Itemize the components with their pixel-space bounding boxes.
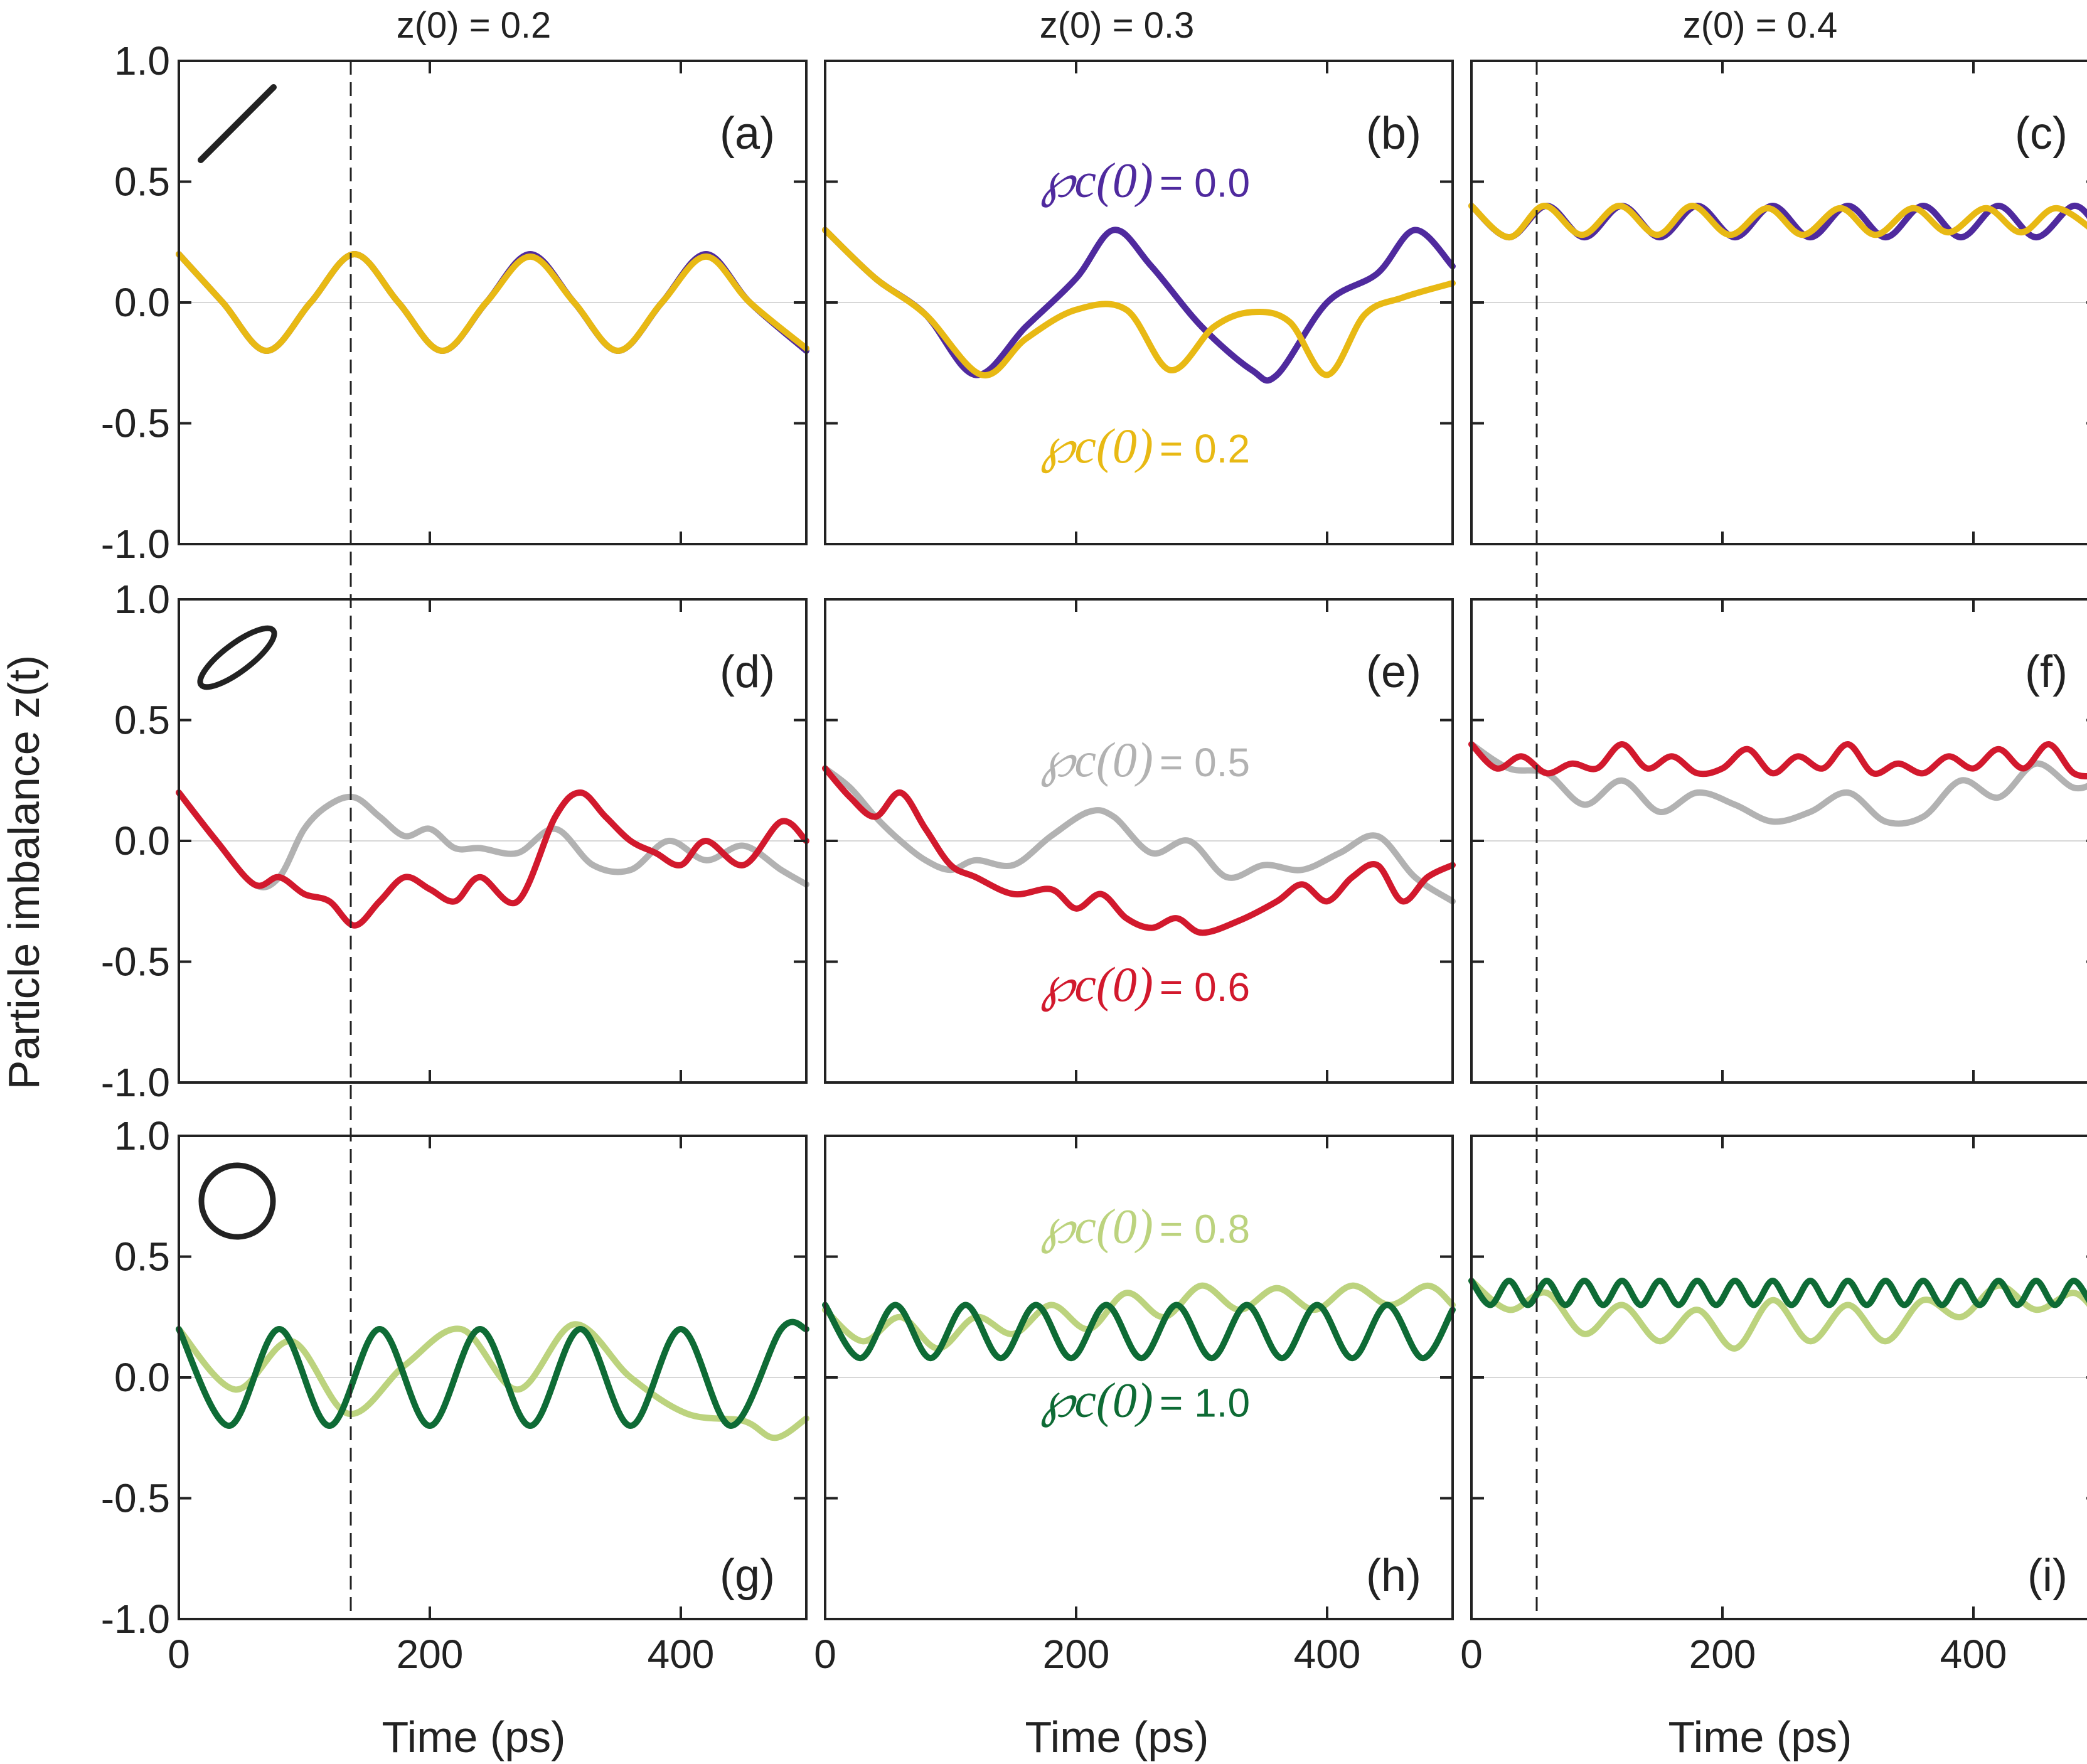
series-annotation: ℘c(0) = 0.6 xyxy=(1040,957,1250,1012)
x-tick-label: 200 xyxy=(397,1632,464,1677)
panel-i: 0 200 400 (i) xyxy=(1460,1135,2087,1677)
panel-e: (e) xyxy=(822,598,1456,1084)
series-annotation: ℘c(0) = 0.8 xyxy=(1040,1199,1250,1254)
panel-c: (c) xyxy=(1468,60,2087,545)
y-tick-label: 0.0 xyxy=(114,280,170,325)
column-title-1: z(0) = 0.2 xyxy=(397,5,552,46)
y-tick-label: 0.5 xyxy=(114,159,170,205)
x-axis-title-1: Time (ps) xyxy=(382,1713,566,1761)
x-tick-label: 400 xyxy=(648,1632,715,1677)
series-line-yellow xyxy=(176,251,809,354)
panel-label: (i) xyxy=(2027,1551,2068,1601)
dashed-guides xyxy=(350,61,1538,1619)
series-annotation: ℘c(0) = 1.0 xyxy=(1040,1373,1250,1428)
series-annotation: ℘c(0) = 0.2 xyxy=(1040,419,1250,474)
y-tick-label: -0.5 xyxy=(101,401,170,446)
series-line-light_green xyxy=(176,1321,809,1441)
y-tick-label: 1.0 xyxy=(114,1113,170,1158)
x-tick-label: 200 xyxy=(1043,1632,1110,1677)
x-tick-label: 0 xyxy=(168,1632,190,1677)
series-line-red xyxy=(176,789,809,929)
y-tick-label: 0.0 xyxy=(114,818,170,863)
x-axis-title-3: Time (ps) xyxy=(1668,1713,1852,1761)
y-tick-label: -1.0 xyxy=(101,1060,170,1105)
panel-label: (g) xyxy=(720,1551,775,1601)
x-tick-label: 400 xyxy=(1294,1632,1361,1677)
series-line-gray xyxy=(822,765,1456,905)
panel-label: (e) xyxy=(1366,647,1421,697)
ellipse-icon xyxy=(197,625,277,690)
series-annotation: ℘c(0) = 0.0 xyxy=(1040,153,1250,208)
panel-g: -1.0 -0.5 0.0 0.5 1.0 0 200 400(g) xyxy=(101,1113,809,1677)
panel-label: (c) xyxy=(2015,109,2068,159)
panel-f: (f) xyxy=(1468,598,2087,1084)
y-tick-label: 0.0 xyxy=(114,1355,170,1400)
panel-label: (b) xyxy=(1366,109,1421,159)
series-line-yellow xyxy=(1468,203,2087,241)
series-line-gray xyxy=(1468,741,2087,827)
y-tick-label: 0.5 xyxy=(114,1234,170,1280)
series-annotations: ℘c(0) = 0.0 ℘c(0) = 0.2 ℘c(0) = 0.5 ℘c(0) = 0.6… xyxy=(1040,153,1250,1428)
panel-label: (d) xyxy=(720,647,775,697)
line-icon xyxy=(198,84,277,163)
y-tick-label: 1.0 xyxy=(114,38,170,83)
panel-d: -1.0 -0.5 0.0 0.5 1.0 (d) xyxy=(101,577,809,1105)
panel-grid: -1.0 -0.5 0.0 0.5 1.0 (a) (b) (c) -1.0 -0.5 0.0 0.5… xyxy=(101,38,2087,1677)
x-tick-label: 200 xyxy=(1689,1632,1756,1677)
panel-label: (h) xyxy=(1366,1551,1421,1601)
series-line-light_green xyxy=(822,1282,1456,1352)
series-line-dark_green xyxy=(1468,1278,2087,1308)
x-axis-title-2: Time (ps) xyxy=(1025,1713,1209,1761)
y-tick-label: 0.5 xyxy=(114,698,170,743)
series-line-purple xyxy=(822,227,1456,384)
series-line-dark_green xyxy=(822,1302,1456,1362)
x-tick-label: 0 xyxy=(1460,1632,1483,1677)
y-tick-label: 1.0 xyxy=(114,577,170,622)
y-axis-title: Particle imbalance z(t) xyxy=(0,655,48,1089)
series-line-red xyxy=(822,765,1456,936)
x-tick-label: 400 xyxy=(1940,1632,2007,1677)
panel-label: (f) xyxy=(2025,647,2068,697)
series-annotation: ℘c(0) = 0.5 xyxy=(1040,732,1250,788)
panel-a: -1.0 -0.5 0.0 0.5 1.0 (a) xyxy=(101,38,809,567)
column-title-3: z(0) = 0.4 xyxy=(1683,5,1838,46)
y-tick-label: -1.0 xyxy=(101,1596,170,1642)
y-tick-label: -1.0 xyxy=(101,521,170,567)
x-tick-label: 0 xyxy=(814,1632,836,1677)
series-line-dark_green xyxy=(176,1318,809,1429)
series-line-yellow xyxy=(822,227,1456,378)
circle-icon xyxy=(198,1162,276,1240)
y-tick-label: -0.5 xyxy=(101,1476,170,1521)
panel-h: 0 200 400(h) xyxy=(814,1135,1456,1677)
series-line-light_green xyxy=(1468,1278,2087,1352)
y-tick-label: -0.5 xyxy=(101,939,170,985)
column-title-2: z(0) = 0.3 xyxy=(1040,5,1195,46)
series-line-red xyxy=(1468,741,2087,779)
panel-label: (a) xyxy=(720,109,775,159)
panel-b: (b) xyxy=(822,60,1456,545)
